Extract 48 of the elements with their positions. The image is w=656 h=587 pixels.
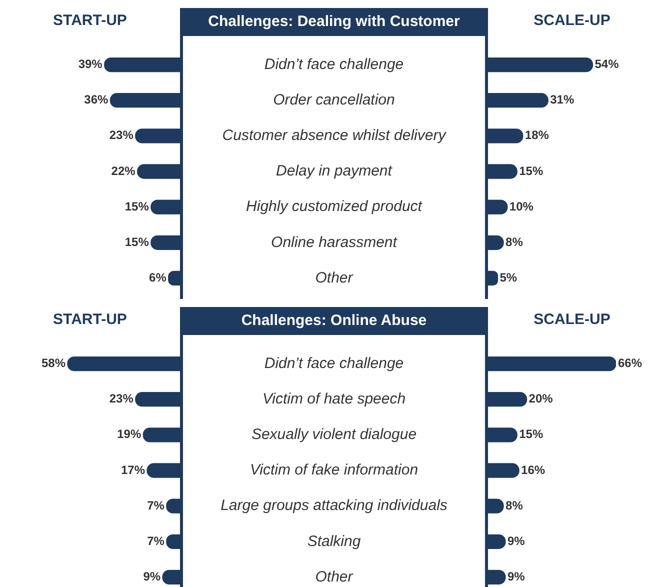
data-label: 15%	[519, 164, 544, 178]
series-label: START-UP	[52, 311, 128, 328]
y-tick-label: Order cancellation	[273, 92, 395, 109]
y-tick-label: Other	[315, 568, 354, 586]
y-tick-label: Other	[315, 269, 354, 286]
data-label: 5%	[500, 270, 518, 285]
y-tick-label: Victim of hate speech	[262, 390, 406, 408]
data-label: 22%	[111, 164, 136, 178]
y-tick-label: Victim of fake information	[250, 462, 418, 479]
data-label: 15%	[124, 199, 150, 214]
data-label: 19%	[117, 427, 142, 442]
y-tick-label: Delay in payment	[276, 162, 393, 180]
data-label: 6%	[149, 270, 167, 285]
y-tick-label: Stalking	[307, 532, 362, 550]
y-tick-label: Didn’t face challenge	[264, 354, 404, 372]
data-label: 15%	[124, 234, 150, 249]
y-tick-label: Didn’t face challenge	[264, 56, 404, 73]
data-label: 9%	[507, 534, 526, 548]
data-label: 66%	[618, 356, 642, 370]
data-label: 7%	[147, 534, 165, 548]
data-label: 20%	[528, 392, 554, 406]
y-tick-label: Customer absence whilst delivery	[222, 127, 448, 144]
data-label: 9%	[143, 570, 161, 584]
text: Challenges: Dealing with Customer	[180, 8, 488, 36]
data-label: 39%	[78, 57, 103, 72]
data-label: 31%	[550, 92, 574, 107]
data-label: 7%	[147, 498, 165, 512]
y-tick-label: Online harassment	[271, 234, 398, 251]
data-label: 10%	[509, 199, 534, 214]
data-label: 23%	[109, 128, 134, 142]
y-tick-label: Sexually violent dialogue	[251, 426, 417, 444]
data-label: 23%	[109, 392, 134, 406]
data-label: 54%	[594, 57, 620, 72]
text: Challenges: Online Abuse	[180, 307, 488, 335]
series-label: SCALE-UP	[532, 12, 612, 29]
y-tick-label: Large groups attacking individuals	[220, 497, 448, 514]
series-label: START-UP	[52, 12, 128, 29]
data-label: 8%	[506, 234, 524, 249]
data-label: 17%	[121, 462, 146, 477]
data-label: 36%	[84, 92, 108, 107]
data-label: 16%	[521, 462, 546, 477]
series-label: SCALE-UP	[532, 311, 612, 328]
data-label: 15%	[519, 427, 544, 442]
data-label: 58%	[41, 356, 66, 370]
y-tick-label: Highly customized product	[246, 198, 423, 216]
data-label: 9%	[507, 570, 526, 584]
data-label: 18%	[524, 128, 550, 142]
data-label: 8%	[506, 498, 524, 512]
